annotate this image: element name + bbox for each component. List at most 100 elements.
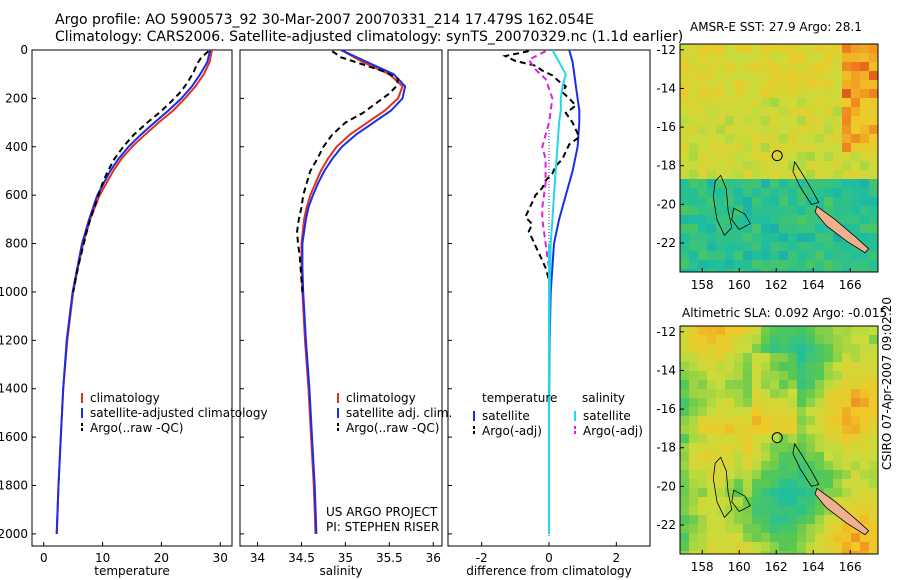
sst-map-cell bbox=[725, 62, 735, 72]
sst-map-cell bbox=[707, 197, 717, 207]
sla-map-cell bbox=[689, 371, 699, 381]
sst-map-cell bbox=[788, 242, 798, 252]
sla-map-cell bbox=[860, 398, 870, 408]
sla-map-cell bbox=[770, 524, 780, 534]
sla-map-cell bbox=[788, 371, 798, 381]
sla-map-cell bbox=[806, 362, 816, 372]
sst-map-cell bbox=[869, 107, 878, 117]
sla-map-cell bbox=[833, 443, 843, 453]
sla-map-cell bbox=[734, 443, 744, 453]
sla-map-cell bbox=[869, 452, 878, 462]
sla-map-cell bbox=[833, 497, 843, 507]
sla-map-cell bbox=[869, 434, 878, 444]
sst-map-cell bbox=[779, 116, 789, 126]
sst-map-cell bbox=[680, 170, 690, 180]
sst-map-cell bbox=[779, 80, 789, 90]
sst-map-cell bbox=[824, 107, 834, 117]
sla-map-cell bbox=[743, 407, 753, 417]
sst-map-cell bbox=[869, 179, 878, 189]
sst-map-cell bbox=[806, 161, 816, 171]
sla-map-cell bbox=[734, 389, 744, 399]
sst-map-cell bbox=[806, 260, 816, 270]
sla-map-cell bbox=[851, 461, 861, 471]
sst-map-cell bbox=[770, 197, 780, 207]
sla-map-cell bbox=[842, 488, 852, 498]
sla-map-cell bbox=[869, 515, 878, 525]
sst-map-y-tick-label: -14 bbox=[656, 81, 676, 95]
sst-map-cell bbox=[815, 188, 825, 198]
sla-map-cell bbox=[806, 506, 816, 516]
sla-map-cell bbox=[824, 533, 834, 543]
sla-map-cell bbox=[743, 344, 753, 354]
sst-map-cell bbox=[716, 179, 726, 189]
sla-map-cell bbox=[815, 326, 825, 336]
sst-map-cell bbox=[815, 161, 825, 171]
salinity-series-group bbox=[296, 50, 407, 534]
sst-map-cell bbox=[797, 116, 807, 126]
legend-label: satellite-adjusted climatology bbox=[90, 406, 268, 420]
sla-map-cell bbox=[779, 344, 789, 354]
sst-map-cell bbox=[680, 242, 690, 252]
sla-map-cell bbox=[725, 380, 735, 390]
sla-map-x-tick-label: 160 bbox=[728, 560, 751, 574]
sla-map-cell bbox=[824, 416, 834, 426]
sla-map-cell bbox=[680, 344, 690, 354]
salinity-x-axis-label: salinity bbox=[319, 564, 362, 578]
sla-map-y-tick-label: -20 bbox=[656, 479, 676, 493]
sst-map-cell bbox=[689, 53, 699, 63]
sla-map-cell bbox=[806, 326, 816, 336]
sla-map-cell bbox=[725, 335, 735, 345]
sst-map-cell bbox=[842, 71, 852, 81]
sla-map-cell bbox=[761, 461, 771, 471]
sst-map-cell bbox=[725, 188, 735, 198]
sla-map-cell bbox=[860, 380, 870, 390]
sst-map-cell bbox=[806, 53, 816, 63]
sla-map-cell bbox=[770, 479, 780, 489]
sst-map-cell bbox=[860, 44, 870, 54]
sst-map-cell bbox=[734, 116, 744, 126]
sst-map-cell bbox=[761, 260, 771, 270]
sla-map-cell bbox=[752, 389, 762, 399]
sla-map-cell bbox=[860, 506, 870, 516]
sst-map-cell bbox=[779, 269, 789, 272]
sst-map-cell bbox=[752, 134, 762, 144]
sst-map-cell bbox=[815, 71, 825, 81]
sst-map-cell bbox=[770, 233, 780, 243]
sst-map-reef-contour bbox=[792, 160, 820, 205]
sst-map-cell bbox=[770, 116, 780, 126]
sst-map-cell bbox=[770, 134, 780, 144]
sla-map-cell bbox=[869, 416, 878, 426]
sst-map-cell bbox=[680, 71, 690, 81]
sst-map-cell bbox=[689, 188, 699, 198]
sla-map-cell bbox=[824, 506, 834, 516]
sst-map-cell bbox=[698, 143, 708, 153]
sst-map-cell bbox=[815, 89, 825, 99]
sla-map-cell bbox=[716, 326, 726, 336]
sst-map-cell bbox=[824, 260, 834, 270]
sst-map-cell bbox=[752, 71, 762, 81]
sst-map-cell bbox=[860, 98, 870, 108]
sst-map-cell bbox=[761, 179, 771, 189]
sla-map-cell bbox=[743, 371, 753, 381]
sst-map-cell bbox=[842, 251, 852, 261]
sla-map-frame bbox=[679, 325, 879, 555]
sla-map-cell bbox=[716, 344, 726, 354]
sst-map-cell bbox=[806, 134, 816, 144]
sla-map-cell bbox=[725, 506, 735, 516]
difference-x-tick-label: 2 bbox=[613, 551, 621, 565]
sla-map-cell bbox=[860, 533, 870, 543]
sst-map-argo-marker bbox=[771, 150, 783, 162]
sla-map-cell bbox=[842, 371, 852, 381]
sst-map-cell bbox=[707, 215, 717, 225]
sst-map-cell bbox=[698, 215, 708, 225]
sla-map-cell bbox=[806, 335, 816, 345]
sla-map-cell bbox=[860, 497, 870, 507]
sla-map-cell bbox=[698, 398, 708, 408]
sla-map-cell bbox=[860, 371, 870, 381]
sst-map-cell bbox=[680, 116, 690, 126]
sla-map-cell bbox=[851, 353, 861, 363]
sla-map-cell bbox=[752, 479, 762, 489]
sla-map-cell bbox=[716, 353, 726, 363]
sst-map-cell bbox=[689, 242, 699, 252]
sla-map-cell bbox=[788, 326, 798, 336]
